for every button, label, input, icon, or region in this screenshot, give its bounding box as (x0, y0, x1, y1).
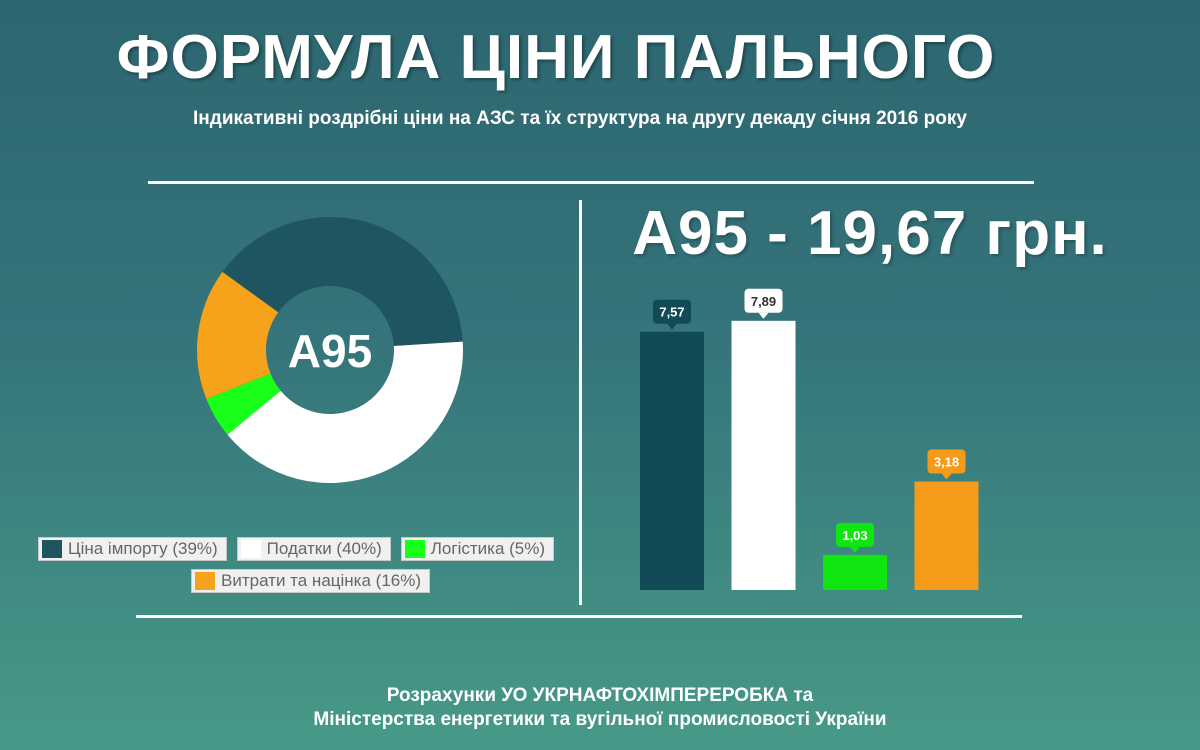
price-heading: А95 - 19,67 грн. (632, 199, 1108, 268)
legend-swatch-taxes (240, 540, 261, 558)
bar-chart: 7,57 7,89 1,03 3,18 (640, 288, 979, 590)
bar-taxes (731, 320, 796, 590)
donut-chart: А95 (197, 217, 463, 483)
bar-label-box-import (653, 299, 691, 324)
legend-label-costs: Витрати та націнка (16%) (221, 571, 422, 590)
legend-item-logistics: Логістика (5%) (400, 537, 555, 561)
bar-costs (914, 481, 979, 590)
bar-label-pointer-import (667, 323, 677, 330)
bar-label-pointer-costs (941, 473, 952, 480)
page-subtitle: Індикативні роздрібні ціни на АЗС та їх … (193, 108, 967, 129)
bar-label-pointer-logistics (850, 546, 860, 553)
donut-slice-taxes (227, 341, 463, 483)
footer-line-1: Розрахунки УО УКРНАФТОХІМПЕРЕРОБКА та (386, 685, 814, 706)
donut-legend-row-2: Витрати та націнка (16%) (191, 569, 431, 593)
bar-value-label-taxes: 7,89 (751, 294, 776, 309)
legend-swatch-logistics (404, 540, 425, 558)
legend-item-taxes: Податки (40%) (236, 537, 391, 561)
top-divider (148, 181, 1034, 184)
footer-line-2: Міністерства енергетики та вугільної про… (313, 709, 887, 730)
bar-value-label-import: 7,57 (659, 305, 684, 320)
legend-label-import: Ціна імпорту (39%) (68, 539, 218, 558)
bar-logistics (823, 554, 887, 590)
bar-label-box-taxes (744, 288, 783, 313)
bottom-divider (136, 615, 1022, 618)
legend-label-logistics: Логістика (5%) (430, 539, 546, 558)
legend-item-import: Ціна імпорту (39%) (38, 537, 227, 561)
legend-label-taxes: Податки (40%) (266, 539, 382, 558)
bar-value-label-logistics: 1,03 (842, 528, 867, 543)
legend-swatch-costs (195, 572, 215, 590)
donut-slice-import (222, 217, 463, 346)
legend-item-costs: Витрати та націнка (16%) (191, 569, 431, 593)
page-title: ФОРМУЛА ЦІНИ ПАЛЬНОГО (116, 23, 996, 92)
donut-legend-row-1: Ціна імпорту (39%) Податки (40%) Логісти… (38, 537, 555, 561)
donut-slice-logistics (206, 373, 281, 435)
vertical-divider (579, 200, 582, 605)
bar-value-label-costs: 3,18 (934, 455, 959, 470)
bar-label-box-logistics (836, 522, 874, 547)
donut-slice-costs (197, 271, 279, 399)
footer-credits: Розрахунки УО УКРНАФТОХІМПЕРЕРОБКА та Мі… (0, 684, 1200, 732)
bar-label-box-costs (927, 449, 966, 474)
bar-label-pointer-taxes (758, 312, 769, 319)
bar-import (640, 331, 704, 590)
donut-center-label: А95 (288, 325, 372, 377)
legend-swatch-import (42, 540, 62, 558)
